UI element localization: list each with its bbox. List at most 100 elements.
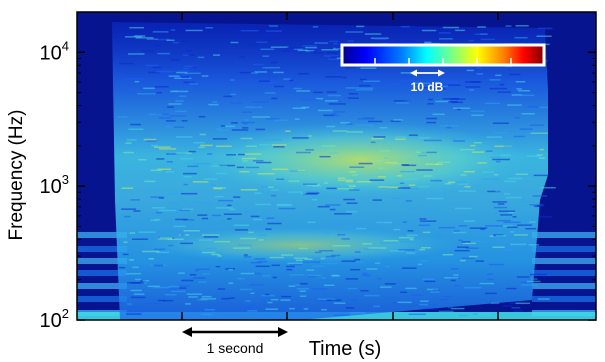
texture-streak [165, 125, 171, 128]
texture-streak [492, 201, 507, 203]
texture-streak [343, 29, 349, 31]
texture-streak [212, 138, 228, 140]
y-tick-label-2: 104 [40, 38, 69, 64]
texture-streak [240, 272, 255, 275]
texture-streak [469, 37, 484, 40]
texture-streak [121, 208, 137, 210]
x-axis-label: Time (s) [309, 338, 382, 360]
colorbar-scale-label: 10 dB [411, 80, 444, 94]
texture-streak [537, 298, 550, 300]
texture-streak [132, 238, 148, 240]
texture-streak [487, 273, 493, 276]
texture-streak [513, 234, 528, 236]
texture-streak [333, 43, 338, 45]
texture-streak [239, 288, 253, 291]
texture-streak [349, 171, 357, 173]
texture-streak [515, 80, 526, 83]
texture-streak [172, 41, 180, 44]
texture-streak [252, 159, 264, 162]
texture-streak [188, 82, 199, 84]
stripe-left-3 [77, 270, 127, 276]
texture-streak [272, 168, 288, 171]
x-axis-ticks [181, 12, 499, 320]
texture-streak [496, 160, 501, 163]
texture-streak [289, 307, 295, 310]
texture-streak [124, 215, 131, 218]
texture-streak [458, 225, 468, 227]
texture-streak [334, 111, 346, 113]
texture-streak [230, 93, 237, 96]
texture-streak [173, 225, 187, 228]
texture-streak [517, 224, 532, 226]
texture-streak [416, 169, 433, 171]
texture-streak [329, 40, 339, 43]
texture-streak [480, 228, 485, 230]
texture-streak [185, 29, 203, 32]
texture-streak [447, 82, 465, 84]
texture-streak [211, 184, 216, 186]
texture-streak [301, 106, 310, 109]
texture-streak [313, 91, 324, 94]
texture-streak [487, 190, 496, 193]
texture-streak [419, 220, 437, 222]
texture-streak [226, 154, 236, 156]
texture-streak [508, 211, 515, 214]
texture-streak [146, 38, 159, 40]
texture-streak [301, 45, 318, 47]
texture-streak [427, 103, 434, 105]
texture-streak [180, 157, 194, 160]
texture-streak [292, 137, 309, 139]
texture-streak [298, 247, 308, 250]
texture-streak [176, 70, 192, 72]
texture-streak [515, 302, 531, 305]
texture-streak [180, 234, 185, 236]
texture-streak [507, 177, 523, 180]
texture-streak [323, 55, 339, 57]
texture-streak [198, 281, 207, 283]
texture-streak [200, 298, 217, 300]
texture-streak [152, 66, 162, 69]
texture-streak [225, 125, 236, 128]
texture-streak [490, 156, 501, 159]
texture-streak [148, 113, 163, 116]
texture-streak [233, 196, 241, 198]
texture-streak [335, 47, 343, 49]
texture-streak [328, 103, 346, 105]
texture-streak [406, 234, 419, 236]
texture-streak [409, 92, 422, 95]
texture-streak [497, 91, 512, 93]
texture-streak [170, 201, 180, 204]
texture-streak [399, 170, 416, 173]
texture-streak [201, 75, 209, 77]
texture-streak [252, 116, 270, 118]
texture-streak [423, 175, 433, 177]
texture-streak [301, 98, 319, 101]
texture-streak [507, 104, 522, 106]
texture-streak [180, 242, 193, 245]
colorbar-scale-arrowhead-right [438, 69, 445, 77]
texture-streak [250, 261, 263, 264]
texture-streak [395, 102, 409, 104]
texture-streak [138, 231, 156, 233]
texture-streak [236, 166, 245, 169]
texture-streak [239, 305, 252, 308]
texture-streak [463, 220, 476, 222]
texture-streak [493, 206, 508, 209]
texture-streak [119, 301, 124, 304]
texture-streak [423, 139, 442, 142]
texture-streak [151, 144, 159, 147]
texture-streak [244, 153, 262, 155]
texture-streak [333, 302, 346, 304]
texture-streak [345, 278, 359, 280]
texture-streak [355, 261, 364, 263]
texture-streak [221, 297, 230, 300]
texture-streak [185, 303, 191, 305]
texture-streak [215, 265, 221, 268]
formant-band-high [190, 122, 530, 198]
texture-streak [264, 92, 276, 94]
texture-streak [202, 251, 216, 254]
texture-streak [321, 48, 339, 51]
texture-streak [504, 180, 517, 183]
texture-streak [233, 224, 250, 227]
texture-streak [433, 88, 446, 90]
